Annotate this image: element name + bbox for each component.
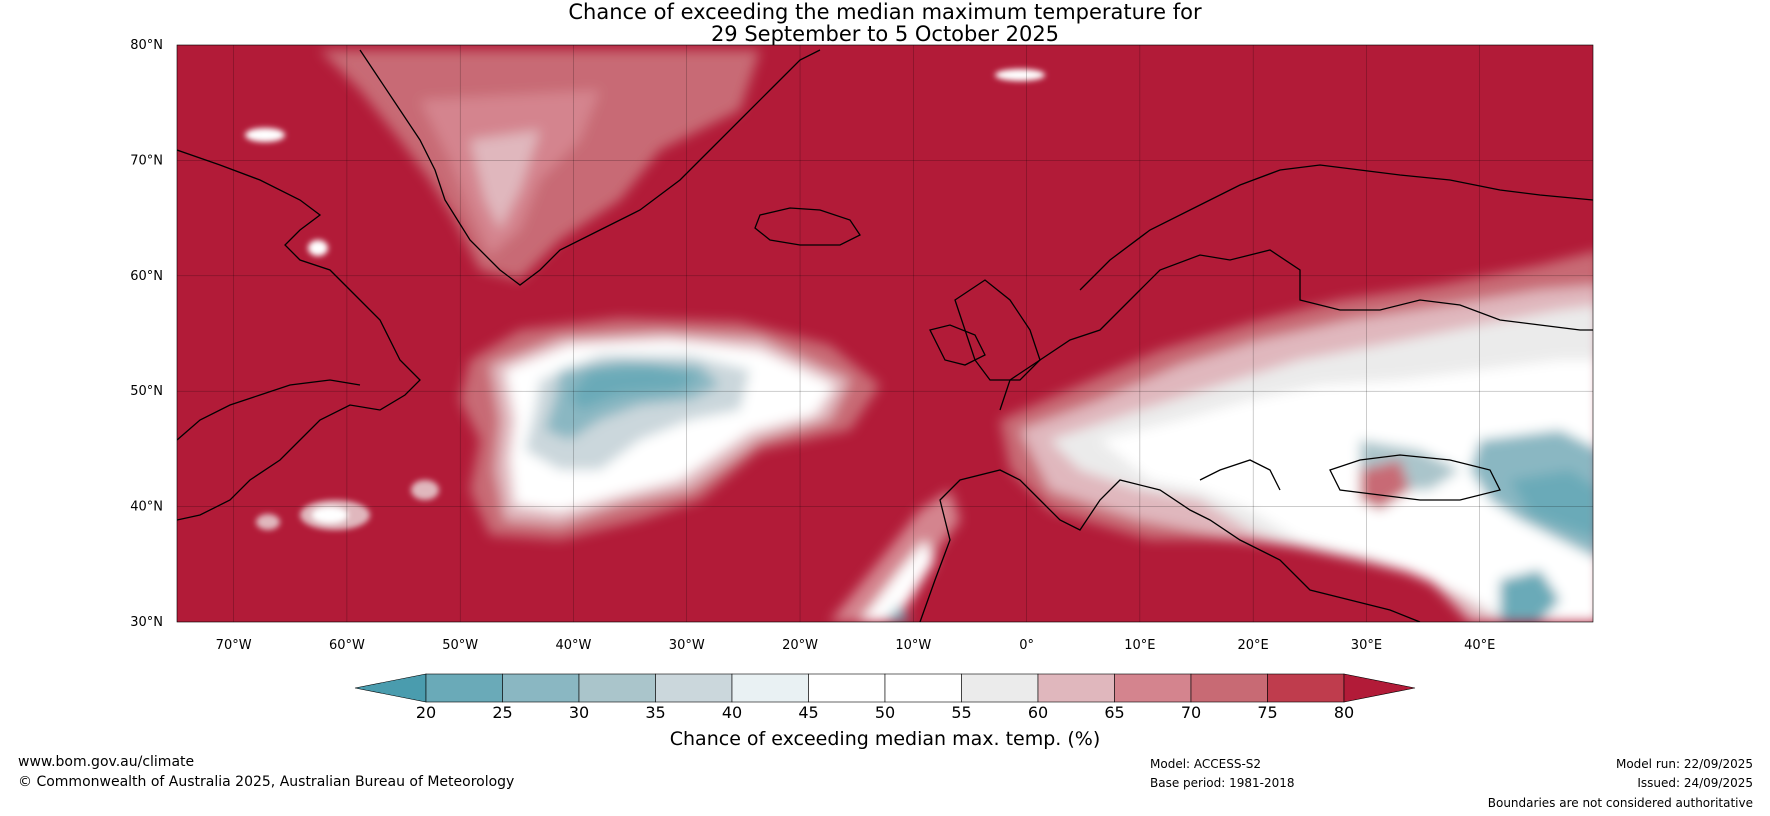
colorbar-segment — [731, 673, 809, 703]
copyright-text: © Commonwealth of Australia 2025, Austra… — [18, 774, 515, 790]
lon-tick-label: 70°W — [216, 638, 252, 653]
lat-tick-label: 80°N — [130, 38, 163, 53]
lat-tick-label: 50°N — [130, 384, 163, 399]
north-atlantic-anomaly — [460, 318, 880, 540]
colorbar-segment — [1267, 673, 1345, 703]
colorbar-segment — [1037, 673, 1115, 703]
colorbar-segment — [655, 673, 733, 703]
map-subtitle: 29 September to 5 October 2025 — [710, 22, 1060, 46]
map-title: Chance of exceeding the median maximum t… — [568, 0, 1202, 24]
colorbar: 20 25 30 35 40 45 50 55 60 65 70 75 80 — [354, 673, 1416, 722]
colorbar-segment — [425, 673, 503, 703]
western-atlantic-patches — [245, 69, 1045, 530]
colorbar-tick-label: 20 — [416, 703, 436, 722]
base-period-text: Base period: 1981-2018 — [1150, 776, 1295, 790]
lon-tick-label: 10°W — [895, 638, 931, 653]
colorbar-tick-label: 55 — [951, 703, 971, 722]
lon-tick-label: 50°W — [442, 638, 478, 653]
lat-tick-label: 60°N — [130, 269, 163, 284]
colorbar-segment — [502, 673, 580, 703]
colorbar-segment — [1190, 673, 1268, 703]
colorbar-tick-label: 50 — [875, 703, 895, 722]
colorbar-extend-high — [1343, 673, 1416, 703]
colorbar-tick-label: 30 — [569, 703, 589, 722]
iberia-anomaly — [830, 490, 960, 622]
colorbar-tick-label: 40 — [722, 703, 742, 722]
lon-tick-label: 40°E — [1464, 638, 1495, 653]
colorbar-tick-label: 35 — [645, 703, 665, 722]
bom-url: www.bom.gov.au/climate — [18, 754, 195, 770]
colorbar-segment — [884, 673, 962, 703]
latitude-labels: 80°N 70°N 60°N 50°N 40°N 30°N — [130, 38, 163, 630]
issued-text: Issued: 24/09/2025 — [1637, 776, 1753, 790]
lon-tick-label: 10°E — [1124, 638, 1155, 653]
lat-tick-label: 70°N — [130, 153, 163, 168]
map-area — [177, 45, 1593, 622]
model-text: Model: ACCESS-S2 — [1150, 757, 1262, 771]
colorbar-label: Chance of exceeding median max. temp. (%… — [669, 728, 1101, 750]
lon-tick-label: 0° — [1019, 638, 1034, 653]
colorbar-tick-label: 65 — [1104, 703, 1124, 722]
colorbar-extend-low — [354, 673, 427, 703]
colorbar-tick-label: 60 — [1028, 703, 1048, 722]
map-frame — [176, 44, 1594, 623]
colorbar-segment — [1114, 673, 1192, 703]
colorbar-segment — [808, 673, 886, 703]
longitude-labels: 70°W 60°W 50°W 40°W 30°W 20°W 10°W 0° 10°E 20°E 30… — [216, 638, 1496, 653]
colorbar-segment — [578, 673, 656, 703]
colorbar-tick-label: 25 — [492, 703, 512, 722]
colorbar-tick-label: 75 — [1257, 703, 1277, 722]
colorbar-tick-label: 80 — [1334, 703, 1354, 722]
lon-tick-label: 60°W — [329, 638, 365, 653]
lon-tick-label: 40°W — [556, 638, 592, 653]
lat-tick-label: 40°N — [130, 500, 163, 515]
colorbar-tick-label: 70 — [1181, 703, 1201, 722]
lon-tick-label: 20°E — [1238, 638, 1269, 653]
model-run-text: Model run: 22/09/2025 — [1615, 757, 1753, 771]
greenland-anomaly — [320, 50, 760, 280]
coastlines — [177, 49, 1593, 622]
lon-tick-label: 30°W — [669, 638, 705, 653]
disclaimer-text: Boundaries are not considered authoritat… — [1487, 796, 1753, 810]
lon-tick-label: 20°W — [782, 638, 818, 653]
lon-tick-label: 30°E — [1351, 638, 1382, 653]
gridlines — [177, 45, 1593, 622]
colorbar-segment — [961, 673, 1039, 703]
lat-tick-label: 30°N — [130, 615, 163, 630]
europe-anomaly — [1000, 251, 1593, 622]
colorbar-tick-label: 45 — [798, 703, 818, 722]
